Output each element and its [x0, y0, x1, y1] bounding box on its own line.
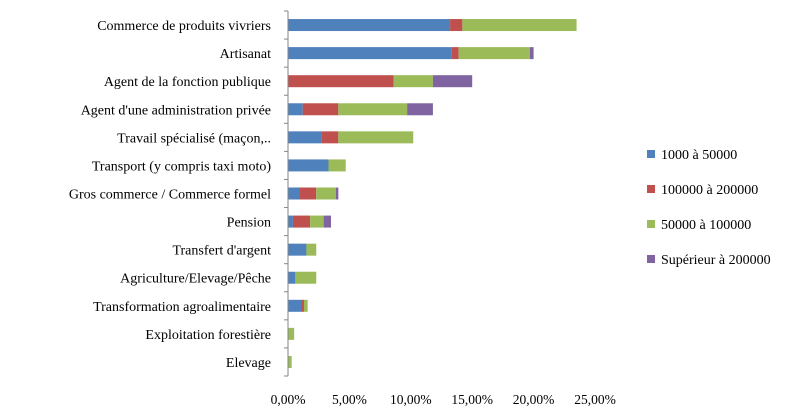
bar-segment	[292, 215, 311, 228]
category-label: Agent d'une administration privée	[81, 103, 271, 118]
bar-segment	[303, 299, 308, 312]
category-label: Agent de la fonction publique	[104, 75, 271, 90]
legend-swatch	[647, 150, 655, 158]
bar-segment	[321, 131, 339, 144]
category-label: Gros commerce / Commerce formel	[69, 188, 271, 203]
category-label: Exploitation forestière	[145, 328, 271, 343]
bar-segment	[301, 299, 304, 312]
bar-segment	[306, 243, 317, 256]
bar-segment	[288, 159, 329, 172]
bar-segment	[432, 75, 473, 88]
x-tick-label: 5,00%	[332, 392, 367, 407]
category-label: Transformation agroalimentaire	[93, 300, 271, 315]
bar-segment	[288, 47, 452, 60]
legend: 1000 à 50000 100000 à 200000 50000 à 10000…	[647, 148, 771, 268]
bar-segment	[462, 19, 577, 32]
bar-segment	[295, 271, 317, 284]
bar-segment	[299, 187, 317, 200]
bar-segment	[288, 19, 451, 32]
bars	[288, 19, 577, 368]
legend-label: 50000 à 100000	[661, 218, 751, 233]
x-tick-label: 25,00%	[574, 392, 616, 407]
x-tick-label: 10,00%	[390, 392, 432, 407]
bar-segment	[288, 271, 296, 284]
legend-swatch	[647, 220, 655, 228]
bar-segment	[288, 355, 292, 368]
legend-swatch	[647, 185, 655, 193]
category-label: Transport (y compris taxi moto)	[92, 159, 271, 174]
bar-segment	[288, 103, 303, 116]
bar-segment	[288, 215, 293, 228]
bar-segment	[288, 327, 295, 340]
x-tick-label: 20,00%	[513, 392, 555, 407]
bar-segment	[335, 187, 339, 200]
bar-segment	[316, 187, 336, 200]
bar-segment	[338, 103, 408, 116]
bar-segment	[288, 299, 302, 312]
bar-segment	[302, 103, 339, 116]
bar-segment	[310, 215, 324, 228]
bar-segment	[323, 215, 331, 228]
legend-label: 1000 à 50000	[661, 148, 737, 163]
x-tick-label: 0,00%	[271, 392, 306, 407]
category-label: Travail spécialisé (maçon,..	[117, 131, 271, 146]
legend-swatch	[647, 255, 655, 263]
bar-segment	[288, 75, 394, 88]
category-label: Commerce de produits vivriers	[97, 19, 271, 34]
bar-segment	[450, 19, 463, 32]
bar-segment	[288, 187, 300, 200]
category-label: Pension	[227, 216, 271, 231]
bar-segment	[451, 47, 459, 60]
bar-segment	[407, 103, 433, 116]
x-tick-label: 15,00%	[451, 392, 493, 407]
category-label: Elevage	[226, 356, 271, 371]
bar-segment	[288, 243, 307, 256]
legend-label: 100000 à 200000	[661, 183, 758, 198]
legend-label: Supérieur à 200000	[661, 253, 771, 268]
category-labels: Commerce de produits vivriers Artisanat Ag…	[69, 10, 288, 377]
bar-segment	[328, 159, 346, 172]
bar-segment	[458, 47, 530, 60]
x-axis-ticks: 0,00% 5,00% 10,00% 15,00% 20,00% 25,00%	[271, 392, 616, 407]
bar-segment	[288, 131, 322, 144]
category-label: Agriculture/Elevage/Pêche	[120, 272, 271, 287]
bar-segment	[393, 75, 433, 88]
category-label: Transfert d'argent	[172, 244, 271, 259]
bar-segment	[338, 131, 414, 144]
bar-segment	[529, 47, 534, 60]
category-label: Artisanat	[220, 47, 271, 62]
